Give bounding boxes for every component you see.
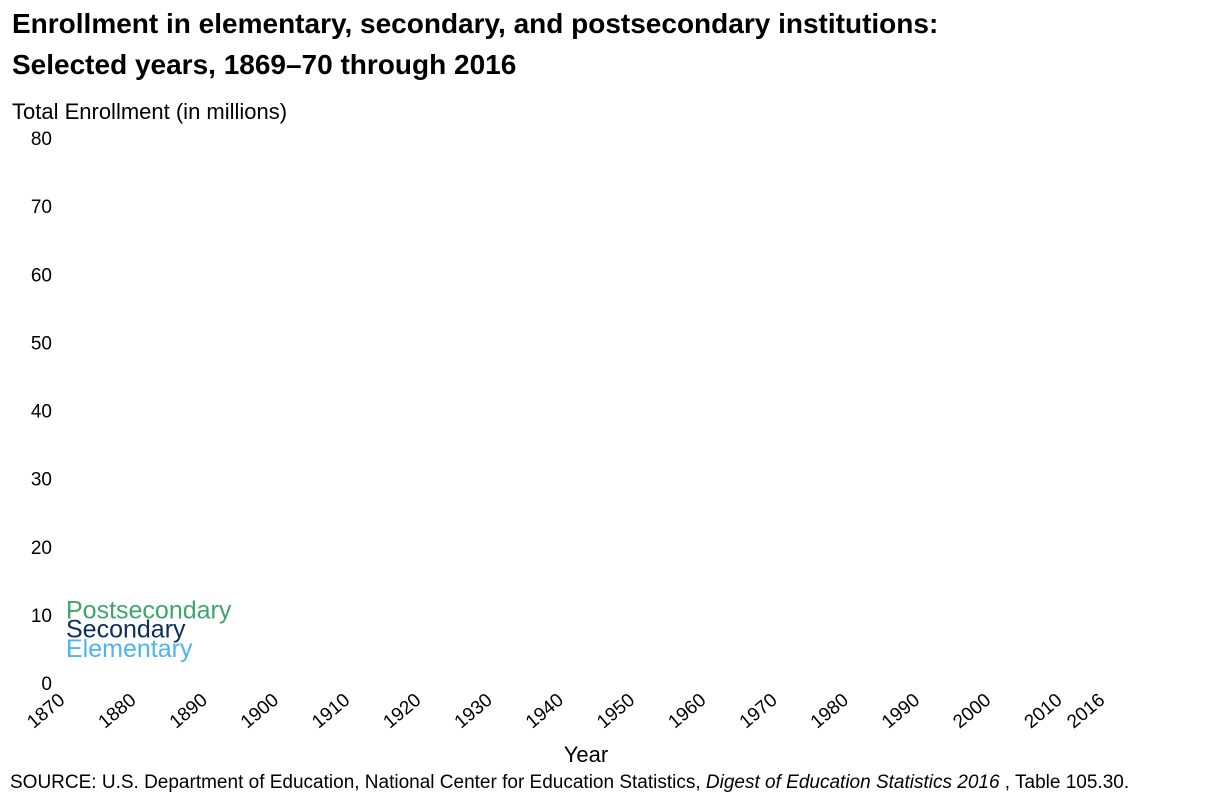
x-tick-label: 1940 [522,690,568,733]
source-prefix: SOURCE: U.S. Department of Education, Na… [10,772,706,793]
y-tick-label: 40 [31,402,52,423]
source-suffix: , Table 105.30. [1000,772,1130,793]
y-tick-label: 30 [31,470,52,491]
y-tick-label: 50 [31,334,52,355]
x-tick-label: 1960 [664,690,710,733]
y-tick-label: 0 [41,674,52,695]
x-tick-label: 1990 [878,690,924,733]
x-tick-label: 2010 [1021,690,1067,733]
x-tick-label: 2016 [1063,690,1109,733]
x-tick-label: 1910 [308,690,354,733]
x-tick-label: 1980 [807,690,853,733]
x-tick-label: 1950 [593,690,639,733]
x-tick-label: 1920 [379,690,425,733]
chart-source: SOURCE: U.S. Department of Education, Na… [10,772,1129,794]
x-tick-label: 2000 [949,690,995,733]
y-tick-label: 70 [31,197,52,218]
x-tick-label: 1870 [23,690,69,733]
chart-title-line2: Selected years, 1869–70 through 2016 [12,45,1218,86]
x-tick-label: 1970 [736,690,782,733]
x-tick-label: 1890 [166,690,212,733]
x-tick-label: 1880 [95,690,141,733]
y-axis-title: Total Enrollment (in millions) [12,99,1218,125]
series-label-postsecondary: Postsecondary [66,597,232,625]
x-tick-label: 1900 [237,690,283,733]
source-italic: Digest of Education Statistics 2016 [706,772,1000,793]
y-tick-label: 60 [31,265,52,286]
y-tick-label: 80 [31,131,52,150]
x-tick-label: 1930 [451,690,497,733]
chart-title-line1: Enrollment in elementary, secondary, and… [12,4,1218,45]
y-tick-label: 20 [31,538,52,559]
x-axis-label: Year [564,742,608,767]
enrollment-chart: 0 10 20 30 40 50 60 70 80 1870 1880 1890 1900 1910 192… [12,131,1218,771]
y-tick-label: 10 [31,606,52,627]
